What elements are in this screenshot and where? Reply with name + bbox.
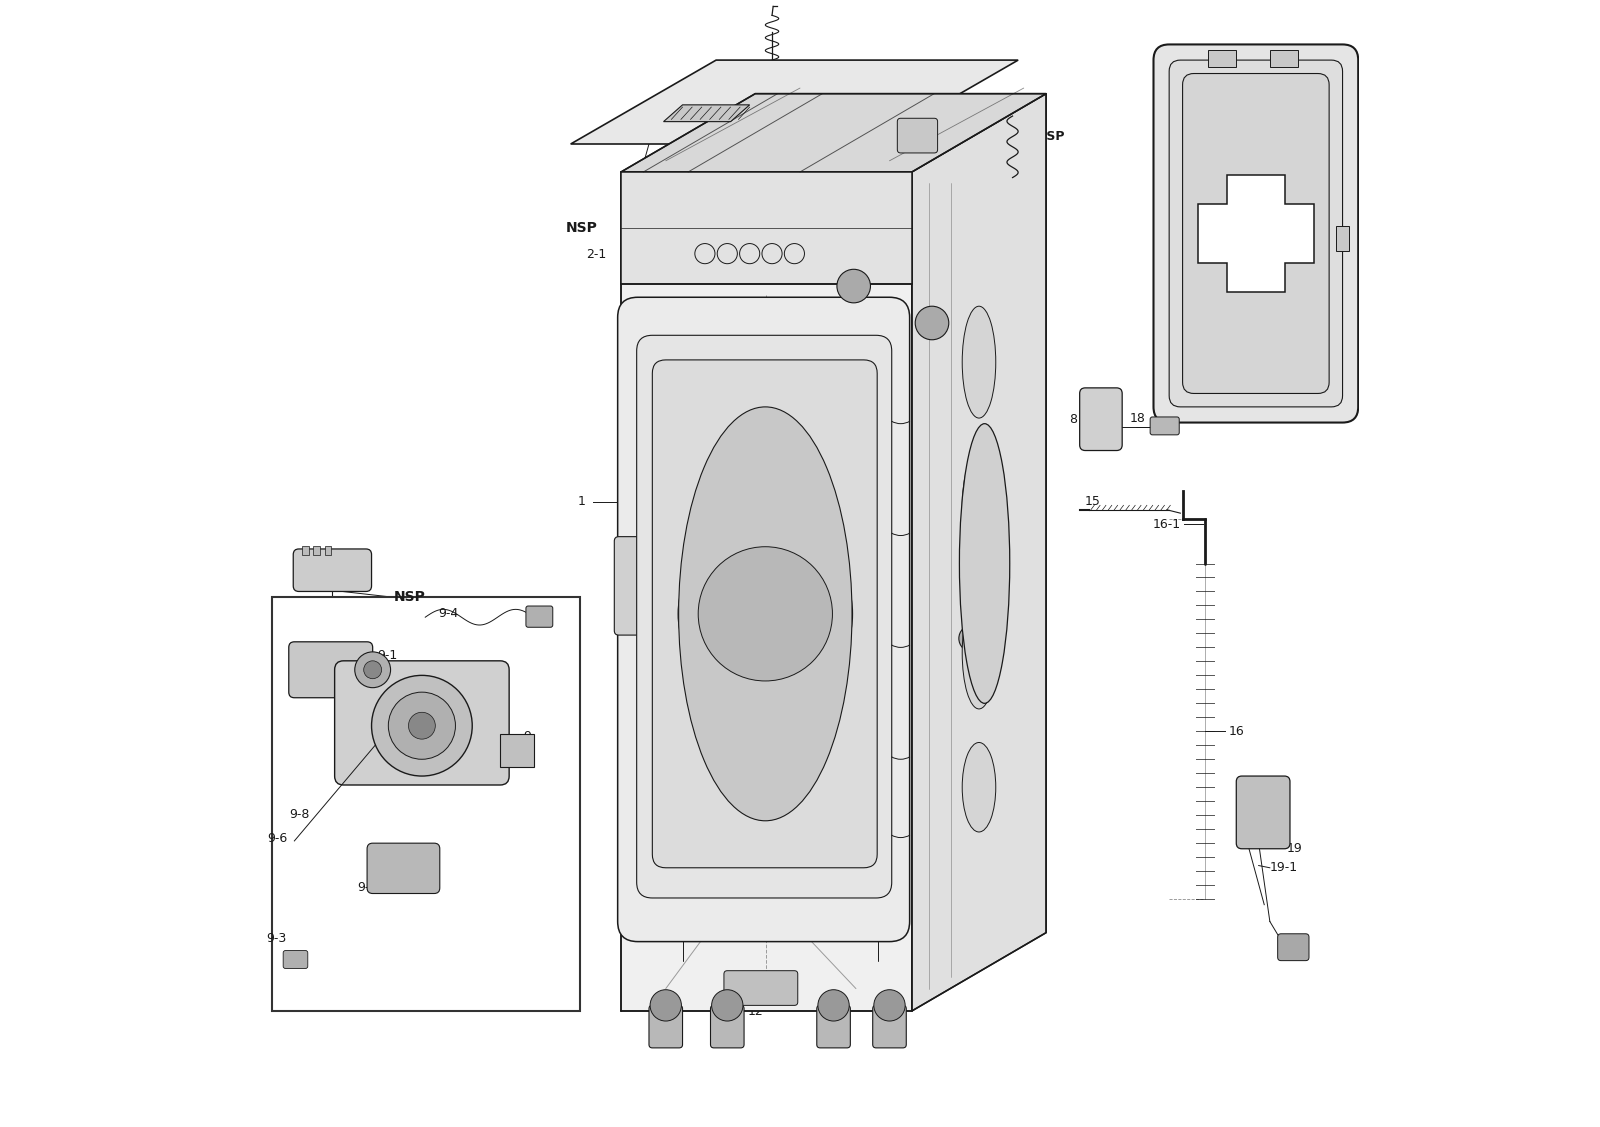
Ellipse shape <box>962 597 995 709</box>
Circle shape <box>874 990 906 1021</box>
Bar <box>314 545 320 554</box>
Bar <box>302 545 309 554</box>
Text: 16-1: 16-1 <box>1152 517 1181 531</box>
Text: 14: 14 <box>995 632 1011 645</box>
Polygon shape <box>621 172 912 1011</box>
FancyBboxPatch shape <box>334 660 509 786</box>
FancyBboxPatch shape <box>1170 60 1342 407</box>
Text: 19: 19 <box>1286 842 1302 855</box>
Circle shape <box>389 692 456 760</box>
FancyBboxPatch shape <box>1278 934 1309 960</box>
FancyBboxPatch shape <box>872 1005 906 1048</box>
Polygon shape <box>1198 176 1314 292</box>
Bar <box>1336 227 1349 251</box>
Ellipse shape <box>960 424 1010 703</box>
Text: 8: 8 <box>1069 412 1077 426</box>
Text: 9-3: 9-3 <box>266 932 286 944</box>
Text: 9-1: 9-1 <box>378 649 397 662</box>
FancyBboxPatch shape <box>1080 388 1122 451</box>
Polygon shape <box>621 172 912 284</box>
FancyBboxPatch shape <box>1150 417 1179 435</box>
Circle shape <box>818 990 850 1021</box>
Circle shape <box>408 712 435 739</box>
Text: 2-1: 2-1 <box>586 248 606 261</box>
Polygon shape <box>664 105 750 122</box>
Ellipse shape <box>678 407 853 820</box>
Bar <box>325 545 331 554</box>
FancyBboxPatch shape <box>526 606 552 628</box>
Text: 9-7: 9-7 <box>357 881 378 895</box>
Text: 12: 12 <box>619 857 635 870</box>
FancyBboxPatch shape <box>1237 777 1290 849</box>
Text: 19-1: 19-1 <box>1270 861 1298 875</box>
Text: 11: 11 <box>798 902 813 914</box>
Text: 1-1: 1-1 <box>627 881 648 895</box>
Bar <box>1270 50 1298 66</box>
FancyBboxPatch shape <box>653 360 877 868</box>
Ellipse shape <box>962 452 995 564</box>
FancyBboxPatch shape <box>1182 73 1330 393</box>
Text: 6: 6 <box>1171 221 1179 234</box>
Text: 11: 11 <box>917 861 933 875</box>
Text: 18: 18 <box>1130 411 1146 425</box>
Text: 9-4: 9-4 <box>438 607 459 620</box>
Circle shape <box>698 547 832 681</box>
Text: NSP: NSP <box>861 272 890 285</box>
Text: 9-2: 9-2 <box>462 689 483 702</box>
Text: 1: 1 <box>578 496 586 508</box>
Bar <box>272 597 579 1011</box>
Circle shape <box>363 660 382 678</box>
Polygon shape <box>571 60 1018 144</box>
Circle shape <box>958 625 986 651</box>
Ellipse shape <box>962 307 995 418</box>
FancyBboxPatch shape <box>366 843 440 894</box>
Bar <box>501 734 534 767</box>
FancyBboxPatch shape <box>816 1005 850 1048</box>
Polygon shape <box>621 94 1046 172</box>
Circle shape <box>712 990 742 1021</box>
Circle shape <box>837 269 870 303</box>
Circle shape <box>650 990 682 1021</box>
Circle shape <box>678 526 853 701</box>
FancyBboxPatch shape <box>618 298 910 942</box>
FancyBboxPatch shape <box>293 549 371 592</box>
FancyBboxPatch shape <box>723 970 798 1005</box>
FancyBboxPatch shape <box>283 950 307 968</box>
FancyBboxPatch shape <box>898 118 938 153</box>
FancyBboxPatch shape <box>288 641 373 698</box>
Text: 16: 16 <box>1229 725 1245 738</box>
Text: 12: 12 <box>747 1005 763 1019</box>
Text: NSP: NSP <box>566 221 598 234</box>
Text: 13: 13 <box>894 902 910 914</box>
Circle shape <box>371 675 472 777</box>
Circle shape <box>915 307 949 339</box>
Text: 9-8: 9-8 <box>290 808 310 820</box>
Text: 9-6: 9-6 <box>267 832 288 845</box>
Ellipse shape <box>962 743 995 832</box>
Text: 5: 5 <box>968 134 976 148</box>
FancyBboxPatch shape <box>614 536 642 636</box>
Polygon shape <box>912 94 1046 1011</box>
Text: NSP: NSP <box>394 591 426 604</box>
Text: 3: 3 <box>690 208 698 221</box>
Circle shape <box>355 651 390 687</box>
Bar <box>1208 50 1237 66</box>
Text: 9: 9 <box>523 730 531 744</box>
FancyBboxPatch shape <box>1154 44 1358 423</box>
FancyBboxPatch shape <box>650 1005 683 1048</box>
Text: NSP: NSP <box>923 305 952 318</box>
Text: 15: 15 <box>1085 496 1101 508</box>
FancyBboxPatch shape <box>637 336 891 898</box>
FancyBboxPatch shape <box>710 1005 744 1048</box>
Text: NSP: NSP <box>1037 130 1066 143</box>
